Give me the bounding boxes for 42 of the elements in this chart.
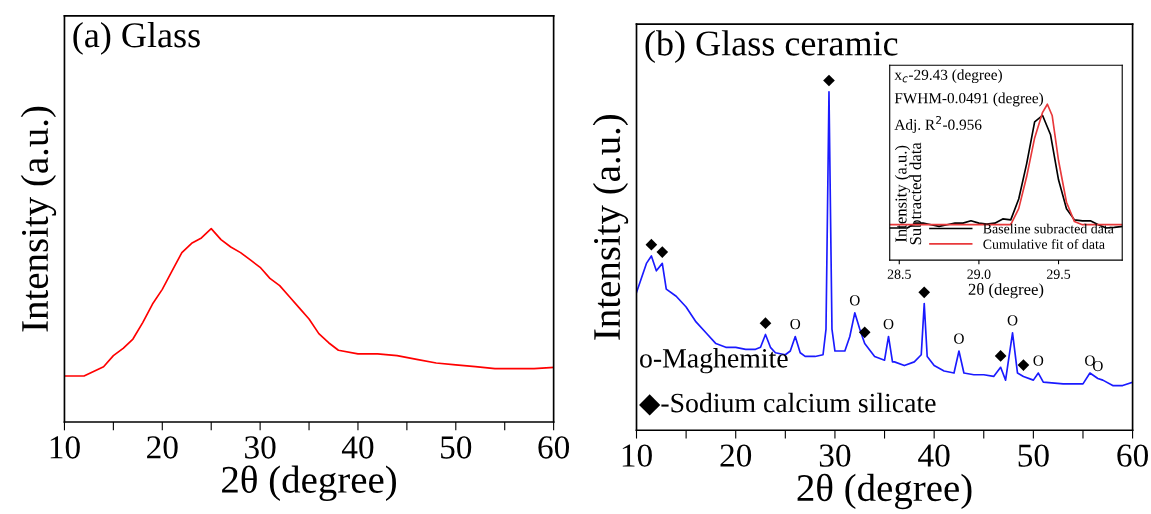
x-tick-label: 28.5 [887, 269, 911, 279]
x-tick-label: 50 [441, 436, 472, 459]
annotation: O [883, 318, 894, 330]
annotation: ◆ [918, 286, 931, 299]
annotation: o-Maghemite [640, 348, 788, 374]
x-axis-title: 2θ (degree) [797, 473, 972, 510]
x-tick-label: 40 [341, 436, 374, 459]
legend-label: Cumulative fit of data [983, 239, 1105, 249]
x-tick-label: 10 [622, 444, 652, 467]
y-axis-title: Intensity (a.u.) [20, 106, 57, 332]
annotation: Adj. R$^{2}$-0.956 [894, 115, 982, 133]
y-axis-title: Intensity (a.u.) Subtracted data [894, 142, 922, 245]
annotation: O [1007, 315, 1018, 326]
y-axis-title: Intensity (a.u.) [592, 114, 629, 340]
chart-title: (b) Glass ceramic [645, 30, 898, 63]
x-tick-label: 10 [50, 436, 80, 459]
x-axis-title: 2θ (degree) [222, 465, 396, 501]
x-tick-label: 29.0 [967, 269, 991, 279]
annotation: ◆ [823, 74, 835, 87]
x-tick-label: 20 [720, 444, 752, 467]
annotation: O [1033, 355, 1044, 366]
annotation: ◆ [759, 317, 772, 329]
text: x$_{c}$-29.43 (degree) [894, 69, 1002, 84]
annotation: FWHM-0.0491 (degree) [894, 92, 1044, 107]
annotation: ◆ [656, 246, 669, 258]
x-tick-label: 50 [1018, 444, 1049, 467]
x-tick-label: 29.5 [1046, 269, 1071, 279]
x-axis-title: 2θ (degree) [968, 283, 1044, 299]
annotation: ◆ [994, 350, 1007, 362]
x-tick-label: 20 [147, 436, 178, 459]
x-tick-label: 30 [819, 444, 851, 467]
annotation: ◆ [1017, 359, 1030, 371]
annotation: O [849, 295, 860, 306]
x-tick-label: 60 [1117, 444, 1148, 467]
annotation: ◆-Sodium calcium silicate [639, 392, 936, 416]
chart-title: (a) Glass [73, 22, 200, 55]
x-tick-label: 30 [245, 436, 276, 459]
x-tick-label: 40 [918, 444, 950, 467]
annotation: O [790, 318, 801, 330]
annotation: O [954, 333, 964, 344]
annotation: ◆ [645, 238, 658, 251]
x-tick-label: 60 [538, 436, 570, 459]
